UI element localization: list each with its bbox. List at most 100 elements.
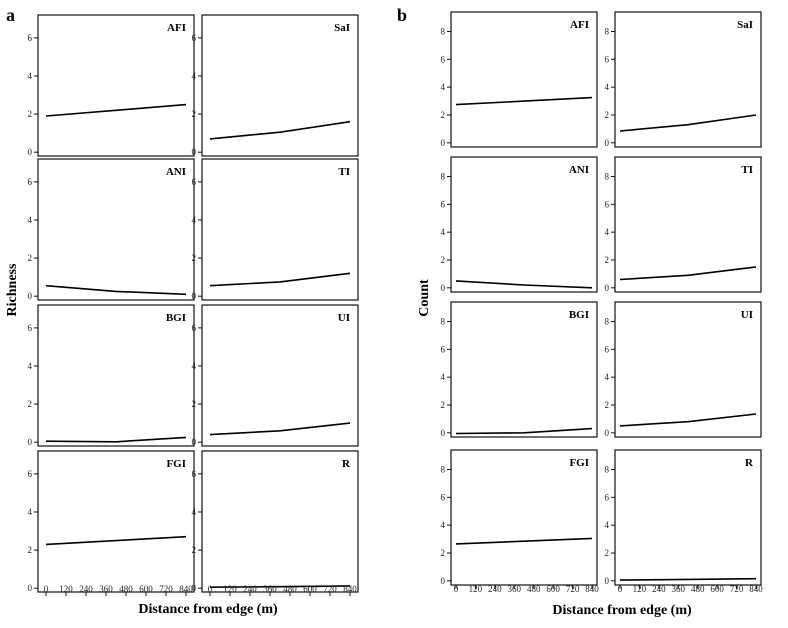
subplot-title: SaI <box>737 19 753 31</box>
y-tick-label: 6 <box>441 344 446 354</box>
series-line <box>455 537 593 545</box>
series-line <box>45 103 187 117</box>
x-tick-label: 120 <box>469 584 483 594</box>
x-tick-label: 840 <box>749 584 763 594</box>
subplot-title: ANI <box>166 166 186 178</box>
series-line <box>455 427 593 435</box>
y-tick-label: 8 <box>441 171 446 181</box>
x-tick-label: 240 <box>488 584 502 594</box>
x-tick-label: 360 <box>263 584 277 594</box>
subplot-frame <box>201 450 359 593</box>
x-tick-label: 480 <box>527 584 541 594</box>
y-tick-label: 0 <box>192 291 197 301</box>
y-tick-label: 4 <box>192 361 197 371</box>
series-line <box>619 114 757 132</box>
subplot-frame <box>614 156 762 293</box>
x-tick-label: 0 <box>208 584 213 594</box>
x-tick-label: 720 <box>730 584 744 594</box>
subplot-frame <box>614 301 762 438</box>
y-tick-label: 0 <box>605 428 610 438</box>
y-tick-label: 2 <box>28 545 33 555</box>
x-tick-label: 600 <box>546 584 560 594</box>
subplot-frame <box>37 450 195 593</box>
series-line <box>209 120 351 140</box>
series-line <box>619 266 757 281</box>
y-tick-label: 6 <box>605 492 610 502</box>
subplot-frame <box>450 301 598 438</box>
y-tick-label: 6 <box>441 54 446 64</box>
x-tick-label: 120 <box>59 584 73 594</box>
x-tick-label: 600 <box>710 584 724 594</box>
y-tick-label: 2 <box>441 255 446 265</box>
y-tick-label: 6 <box>28 469 33 479</box>
x-tick-label: 0 <box>44 584 49 594</box>
y-tick-label: 2 <box>605 110 610 120</box>
subplot-title: BGI <box>166 312 186 324</box>
subplot-frame <box>201 14 359 157</box>
y-tick-label: 2 <box>28 253 33 263</box>
series-line <box>455 96 593 106</box>
y-tick-label: 4 <box>441 82 446 92</box>
y-tick-label: 4 <box>441 372 446 382</box>
y-tick-label: 0 <box>192 583 197 593</box>
y-tick-label: 0 <box>441 138 446 148</box>
y-tick-label: 4 <box>441 227 446 237</box>
y-tick-label: 0 <box>28 583 33 593</box>
y-tick-label: 8 <box>441 26 446 36</box>
x-tick-label: 240 <box>652 584 666 594</box>
y-tick-label: 2 <box>441 548 446 558</box>
x-tick-label: 120 <box>633 584 647 594</box>
x-tick-label: 360 <box>508 584 522 594</box>
series-line <box>45 436 187 443</box>
x-tick-label: 480 <box>119 584 133 594</box>
y-tick-label: 8 <box>605 316 610 326</box>
series-line <box>45 284 187 296</box>
x-tick-label: 480 <box>283 584 297 594</box>
x-axis-title: Distance from edge (m) <box>138 602 278 617</box>
y-tick-label: 2 <box>605 400 610 410</box>
x-tick-label: 720 <box>323 584 337 594</box>
x-tick-label: 360 <box>99 584 113 594</box>
y-tick-label: 4 <box>28 71 33 81</box>
y-tick-label: 2 <box>192 253 197 263</box>
y-tick-label: 2 <box>441 110 446 120</box>
subplot-frame <box>37 14 195 157</box>
subplot-title: BGI <box>569 309 589 321</box>
y-tick-label: 8 <box>441 316 446 326</box>
y-tick-label: 6 <box>441 199 446 209</box>
series-line <box>209 585 351 588</box>
y-tick-label: 0 <box>441 576 446 586</box>
subplot-frame <box>614 449 762 586</box>
y-tick-label: 6 <box>605 344 610 354</box>
y-tick-label: 4 <box>192 215 197 225</box>
y-tick-label: 0 <box>192 147 197 157</box>
subplot-title: R <box>745 457 754 469</box>
subplot-title: SaI <box>334 22 350 34</box>
x-tick-label: 600 <box>139 584 153 594</box>
y-tick-label: 8 <box>605 26 610 36</box>
subplot-title: FGI <box>166 458 186 470</box>
x-tick-label: 240 <box>243 584 257 594</box>
subplot-frame <box>614 11 762 148</box>
y-tick-label: 4 <box>605 372 610 382</box>
subplot-title: AFI <box>167 22 186 34</box>
y-tick-label: 0 <box>441 283 446 293</box>
y-tick-label: 6 <box>28 323 33 333</box>
subplot-title: TI <box>338 166 350 178</box>
x-tick-label: 600 <box>303 584 317 594</box>
y-tick-label: 2 <box>192 545 197 555</box>
subplot-frame <box>201 158 359 301</box>
y-tick-label: 0 <box>605 138 610 148</box>
subplot-title: UI <box>741 309 753 321</box>
y-tick-label: 8 <box>605 464 610 474</box>
subplot-title: FGI <box>569 457 589 469</box>
subplot-frame <box>450 449 598 586</box>
subplot-title: ANI <box>569 164 589 176</box>
x-tick-label: 720 <box>566 584 580 594</box>
y-tick-label: 4 <box>28 215 33 225</box>
y-tick-label: 4 <box>192 507 197 517</box>
y-tick-label: 6 <box>605 199 610 209</box>
series-line <box>455 280 593 289</box>
subplot-frame <box>450 11 598 148</box>
